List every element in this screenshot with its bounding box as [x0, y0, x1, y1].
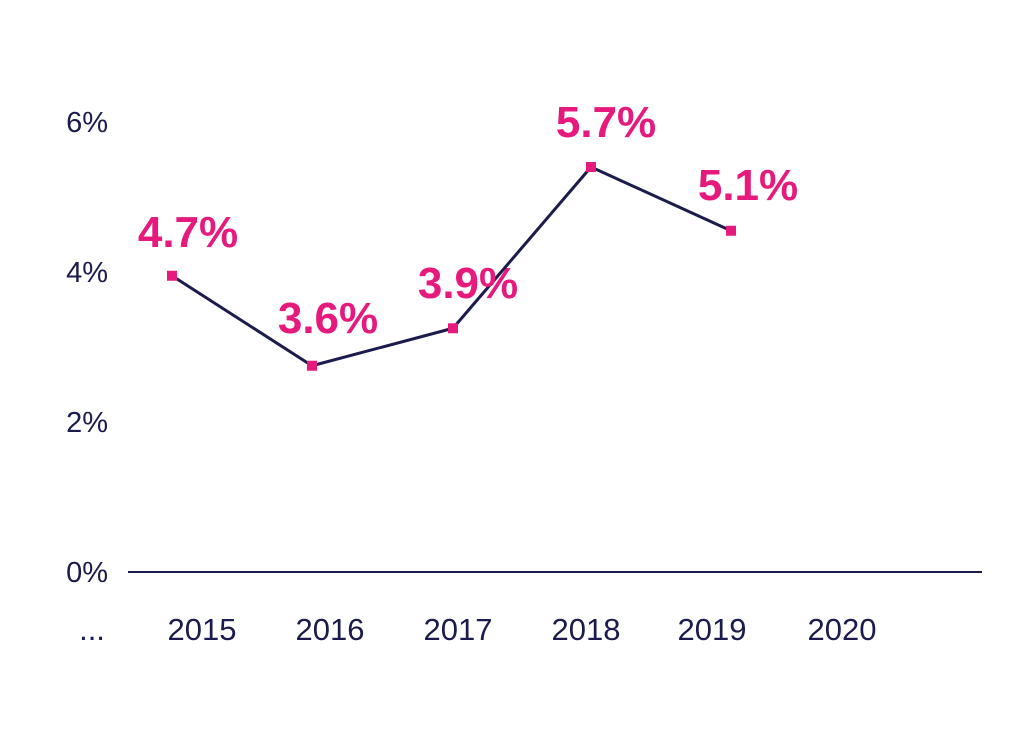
- data-label: 4.7%: [138, 208, 238, 257]
- data-point-marker: [586, 162, 596, 172]
- x-tick-label: 2018: [552, 612, 621, 647]
- data-label: 5.1%: [698, 161, 798, 210]
- data-point-marker: [726, 225, 736, 236]
- data-label: 5.7%: [556, 98, 656, 147]
- y-tick-label: 4%: [66, 257, 108, 289]
- x-axis: ... 2015 2016 2017 2018 2019 2020: [79, 612, 876, 647]
- x-tick-label: ...: [79, 612, 105, 647]
- data-point-marker: [307, 360, 317, 371]
- x-tick-label: 2016: [296, 612, 365, 647]
- data-point-marker: [448, 323, 458, 334]
- y-tick-label: 0%: [66, 557, 108, 589]
- y-axis: 0% 2% 4% 6%: [66, 107, 108, 589]
- data-label: 3.9%: [418, 259, 518, 308]
- data-label: 3.6%: [278, 294, 378, 343]
- y-tick-label: 6%: [66, 107, 108, 139]
- data-labels: 4.7% 3.6% 3.9% 5.7% 5.1%: [138, 98, 798, 343]
- x-tick-label: 2020: [808, 612, 877, 647]
- x-tick-label: 2019: [678, 612, 747, 647]
- x-tick-label: 2017: [424, 612, 493, 647]
- data-point-marker: [167, 270, 177, 281]
- data-markers: [167, 162, 736, 371]
- x-tick-label: 2015: [168, 612, 237, 647]
- y-tick-label: 2%: [66, 407, 108, 439]
